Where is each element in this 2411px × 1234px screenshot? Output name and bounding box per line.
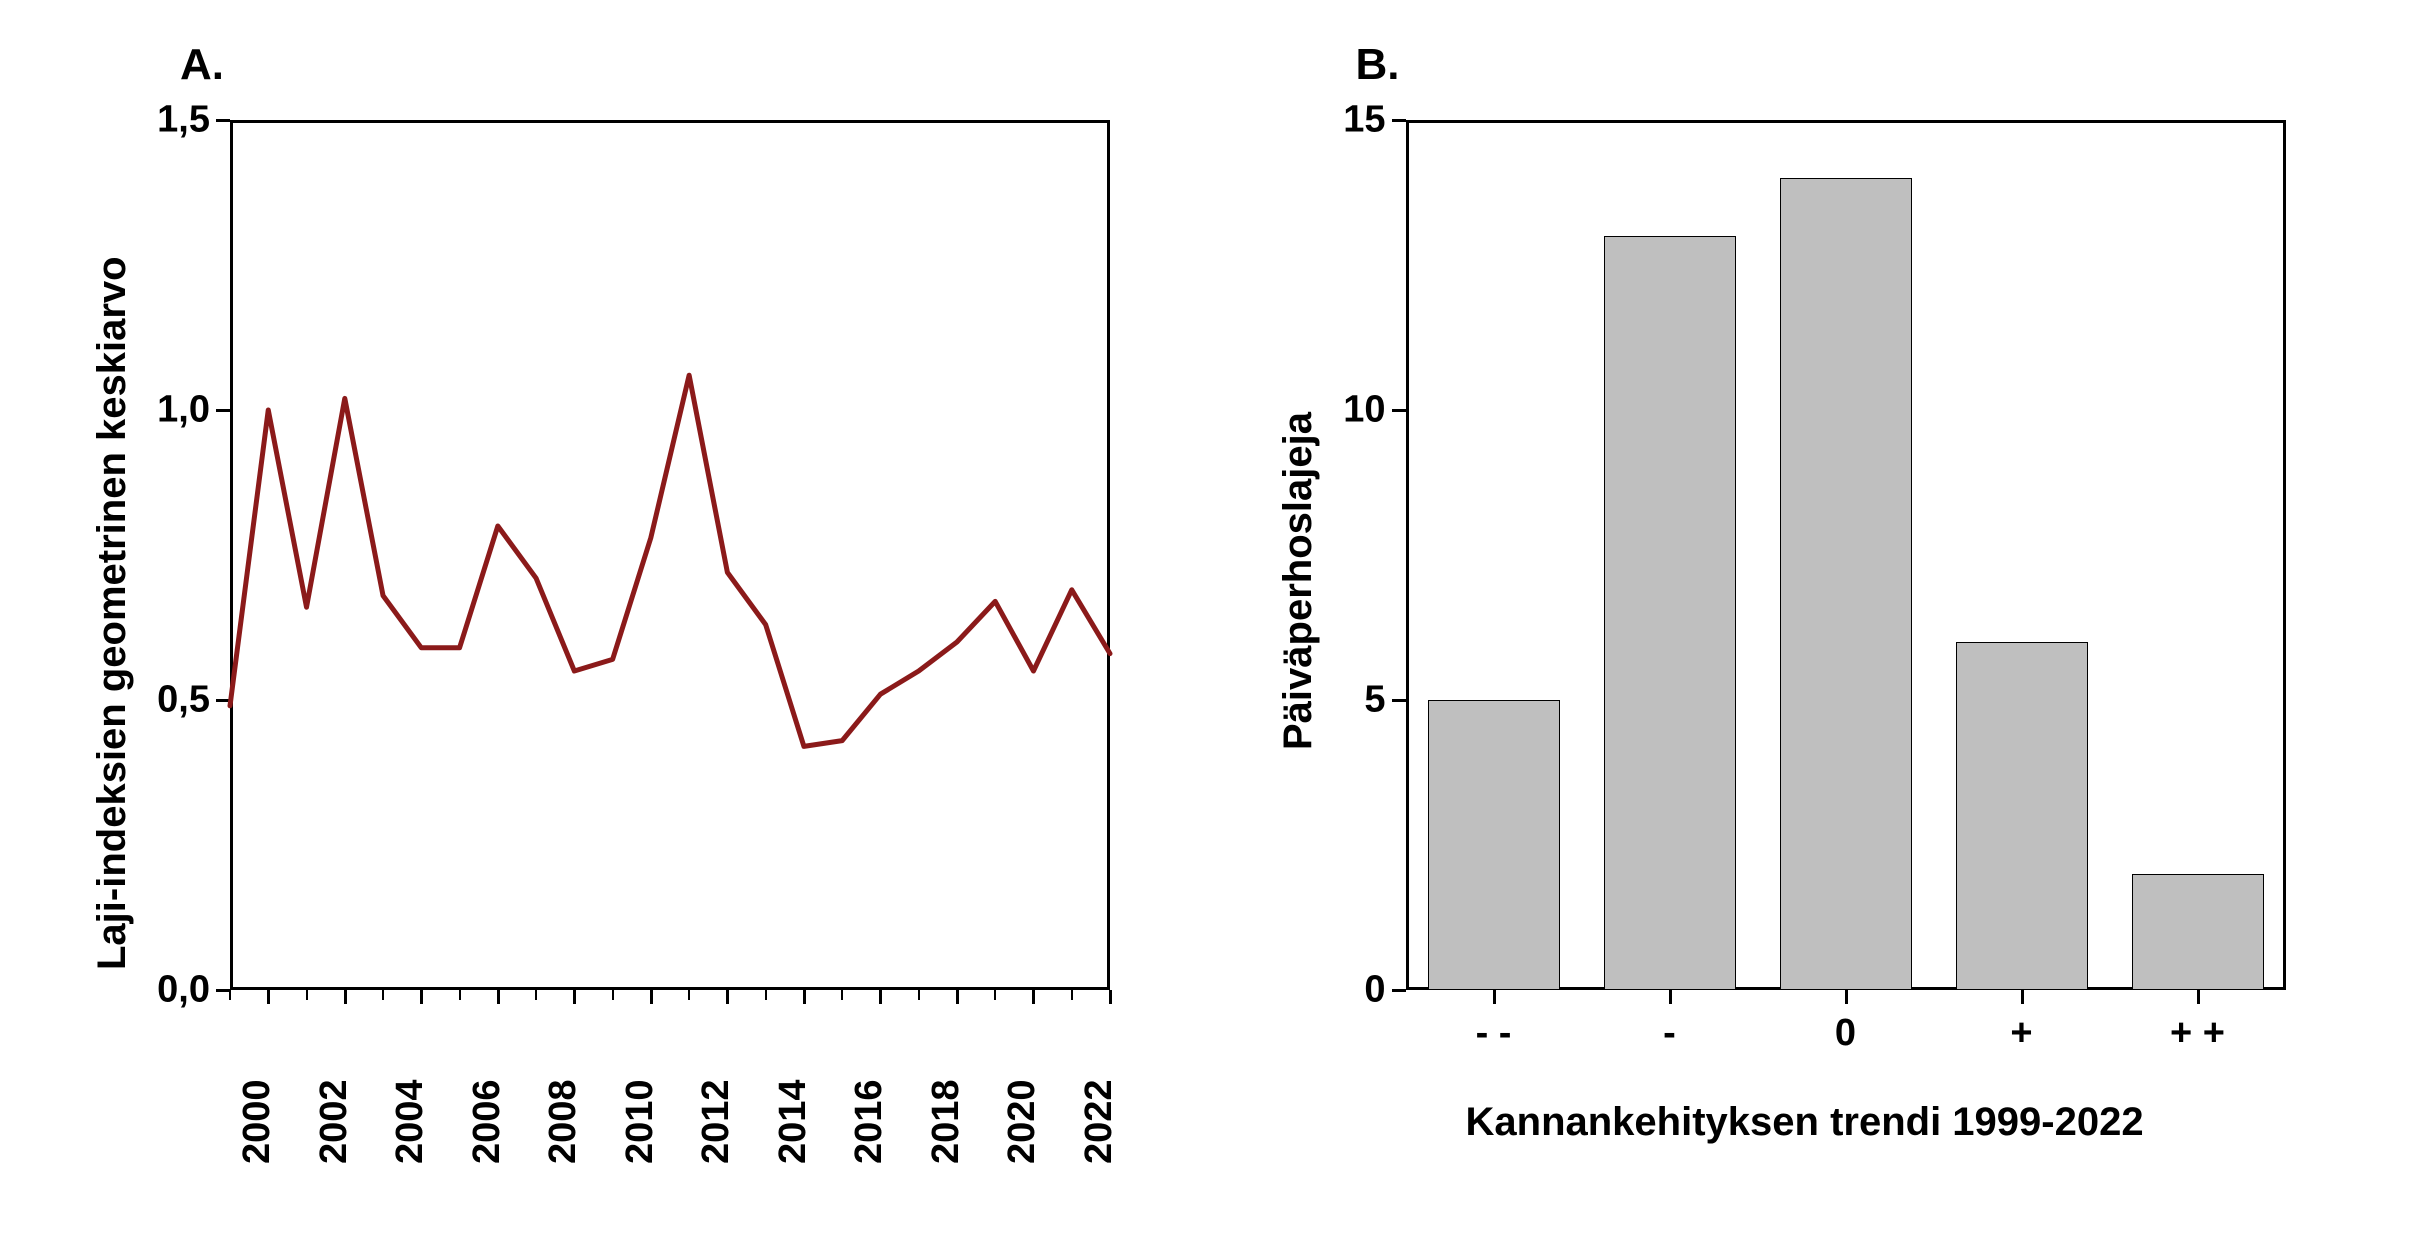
bar-y-tick-label: 0 [1316,969,1386,1012]
line-chart-area: Laji-indeksien geometrinen keskiarvo0,00… [60,100,1176,1194]
bar-y-tick-label: 15 [1316,99,1386,142]
bar-x-tick [2197,990,2200,1004]
bar-y-tick-label: 10 [1316,389,1386,432]
line-x-tick-label: 2020 [1002,1080,1045,1165]
bar-y-tick-label: 5 [1316,679,1386,722]
line-x-tick-label: 2006 [466,1080,509,1165]
line-x-tick-label: 2022 [1078,1080,1121,1165]
panel-a-label: A. [180,40,224,90]
bar-x-tick [1845,990,1848,1004]
line-x-tick-label: 2000 [236,1080,279,1165]
line-x-tick-label: 2004 [389,1080,432,1165]
line-chart-panel: A. Laji-indeksien geometrinen keskiarvo0… [60,40,1176,1194]
bar-x-tick-label: 0 [1786,1012,1906,1055]
line-series [60,100,1130,1010]
panel-b-label: B. [1356,40,1400,90]
bar-x-tick [1669,990,1672,1004]
bar [1956,642,2088,990]
line-x-tick-label: 2014 [772,1080,815,1165]
bar-x-tick [2021,990,2024,1004]
line-x-tick-label: 2002 [313,1080,356,1165]
bar-y-tick [1392,989,1406,992]
bar-y-axis-label: Päiväperhoslajeja [1276,412,1321,750]
bar-chart-area: Päiväperhoslajeja Kannankehityksen trendi… [1236,100,2352,1194]
bar [1604,236,1736,990]
bar-x-tick-label: - - [1434,1012,1554,1055]
line-x-tick-label: 2016 [848,1080,891,1165]
bar-x-tick-label: + + [2138,1012,2258,1055]
bar-chart-panel: B. Päiväperhoslajeja Kannankehityksen tre… [1236,40,2352,1194]
bar [1780,178,1912,990]
line-x-tick-label: 2018 [925,1080,968,1165]
bar [1428,700,1560,990]
bar-x-tick [1493,990,1496,1004]
bar-x-tick-label: - [1610,1012,1730,1055]
bar-x-tick-label: + [1962,1012,2082,1055]
bar-y-tick [1392,119,1406,122]
line-x-tick-label: 2012 [695,1080,738,1165]
bar [2132,874,2264,990]
bar-x-axis-label: Kannankehityksen trendi 1999-2022 [1466,1100,2144,1145]
bar-y-tick [1392,409,1406,412]
line-x-tick-label: 2010 [619,1080,662,1165]
bar-y-tick [1392,699,1406,702]
line-x-tick-label: 2008 [542,1080,585,1165]
